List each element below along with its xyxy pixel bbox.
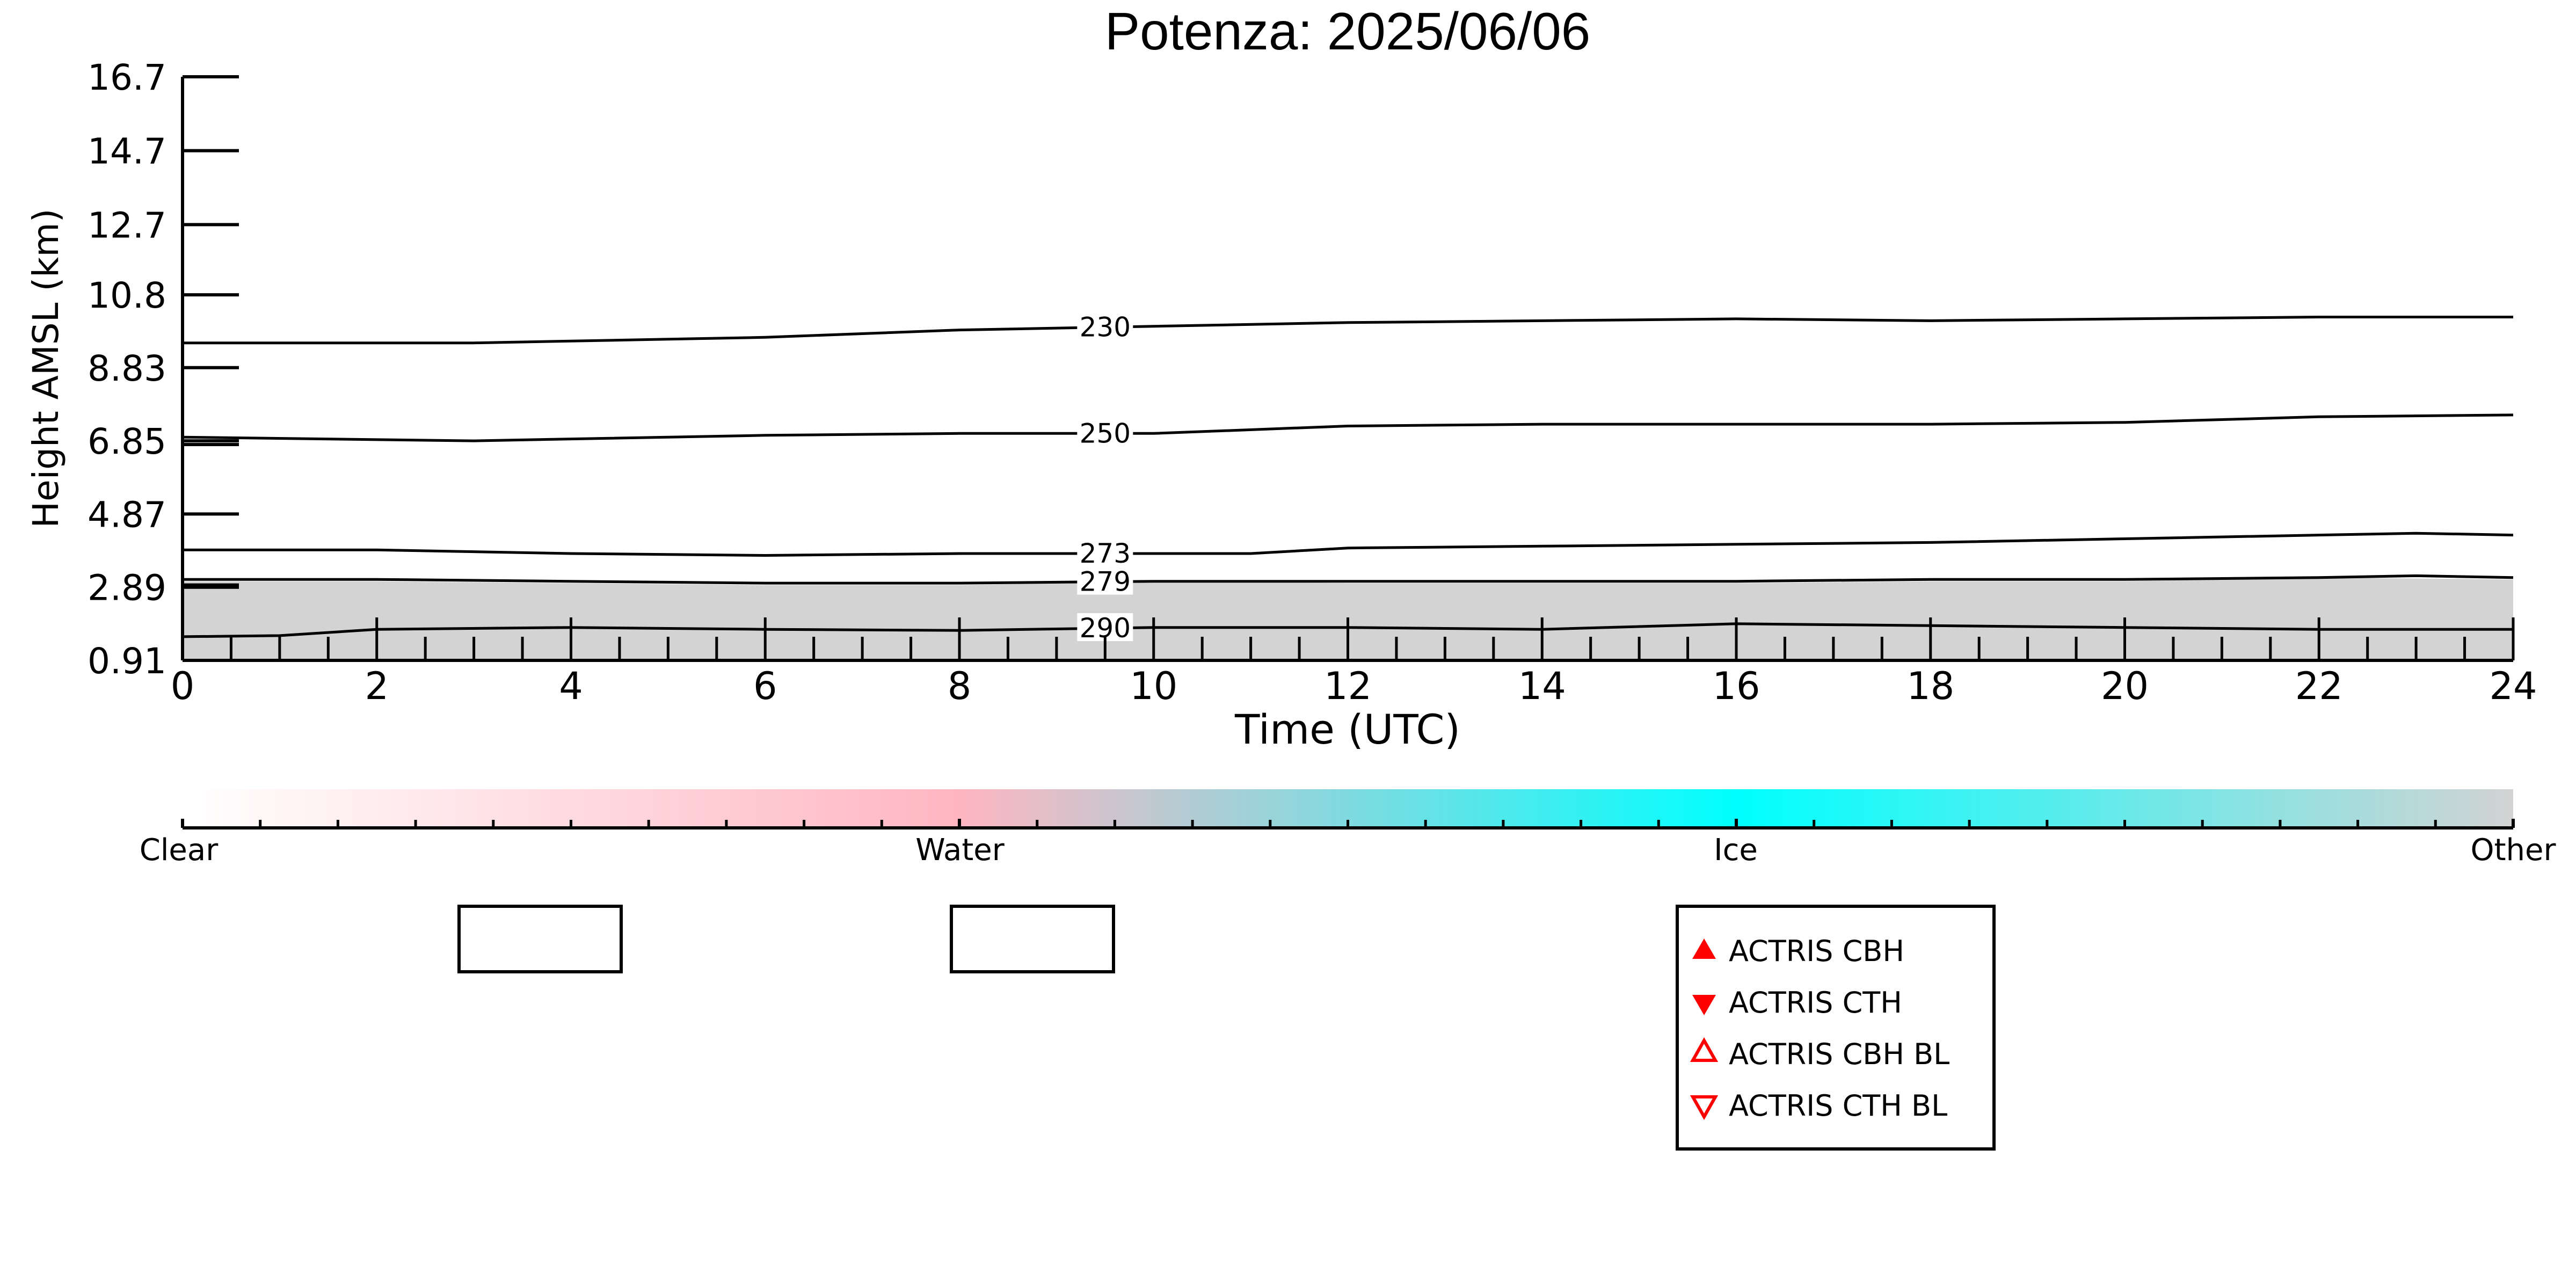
legend-label-cbh: ACTRIS CBH: [1729, 934, 1904, 968]
contour-250: [182, 413, 2514, 442]
x-tick-label: 8: [948, 664, 972, 708]
legend-marker-cth-bl: [1690, 1095, 1719, 1120]
x-tick-label: 20: [2101, 664, 2149, 708]
empty-legend-box-1: [457, 905, 623, 973]
x-tick-label: 2: [365, 664, 389, 708]
y-tick-label: 0.91: [88, 641, 166, 682]
classification-colorbar: Clear Water Ice Other: [140, 789, 2556, 868]
legend-marker-cbh-bl: [1690, 1037, 1719, 1062]
x-tick-label: 18: [1906, 664, 1954, 708]
x-tick-label: 24: [2489, 664, 2537, 708]
colorbar-ticks: [181, 819, 2515, 828]
y-tick-label: 10.8: [88, 275, 166, 316]
chart-title: Potenza: 2025/06/06: [1105, 2, 1591, 61]
x-tick-label: 0: [171, 664, 195, 708]
y-tick-label: 4.87: [88, 494, 166, 535]
y-tick-label: 16.7: [88, 57, 166, 98]
legend-frame: [1676, 905, 1996, 1151]
y-tick-label: 12.7: [88, 205, 166, 246]
contour-279: [183, 574, 2514, 585]
contour-label-279: 279: [1080, 566, 1131, 598]
empty-legend-box-2: [950, 905, 1115, 973]
contour-273: [183, 532, 2514, 557]
y-axis-ticks: 16.7 14.7 12.7 10.8 8.83 6.85 4.87 2.89 0.91: [88, 57, 239, 682]
y-tick-label: 14.7: [88, 131, 166, 172]
y-tick-label: 2.89: [88, 567, 166, 609]
x-tick-label: 14: [1518, 664, 1566, 708]
contour-label-bg-250: [1077, 418, 1133, 447]
colorbar-label-clear: Clear: [140, 833, 219, 868]
contour-label-273: 273: [1080, 538, 1131, 569]
colorbar-label-ice: Ice: [1714, 833, 1758, 868]
legend-marker-cth: [1692, 995, 1716, 1015]
colorbar-label-water: Water: [915, 833, 1005, 868]
x-tick-label: 10: [1130, 664, 1177, 708]
colorbar-label-other: Other: [2470, 833, 2556, 868]
contour-290: [182, 622, 2513, 638]
legend-label-cth-bl: ACTRIS CTH BL: [1729, 1089, 1947, 1123]
x-axis-label: Time (UTC): [1234, 705, 1460, 753]
y-tick-label: 6.85: [88, 421, 166, 462]
x-tick-label: 6: [753, 664, 777, 708]
legend-label-cbh-bl: ACTRIS CBH BL: [1729, 1037, 1949, 1071]
contour-label-230: 230: [1080, 311, 1131, 343]
contour-label-bg-230: [1077, 312, 1133, 340]
contour-230: [183, 316, 2513, 345]
contour-label-250: 250: [1080, 418, 1131, 449]
x-tick-label: 12: [1324, 664, 1372, 708]
legend-marker-cbh: [1692, 938, 1716, 959]
legend: ACTRIS CBH ACTRIS CTH ACTRIS CBH BL ACTR…: [1676, 905, 1996, 1151]
x-tick-label: 16: [1712, 664, 1760, 708]
x-tick-label: 22: [2295, 664, 2343, 708]
legend-label-cth: ACTRIS CTH: [1729, 986, 1902, 1020]
contour-label-bg-273: [1077, 539, 1133, 567]
y-tick-label: 8.83: [88, 348, 166, 389]
x-axis-ticks: 0 2 4 6 8 10 12 14 16 18 20 22 24: [171, 617, 2537, 708]
x-tick-label: 4: [559, 664, 583, 708]
y-axis-label: Height AMSL (km): [25, 209, 67, 528]
contour-label-bg-290: [1077, 613, 1133, 642]
contour-label-bg-279: [1077, 566, 1133, 595]
